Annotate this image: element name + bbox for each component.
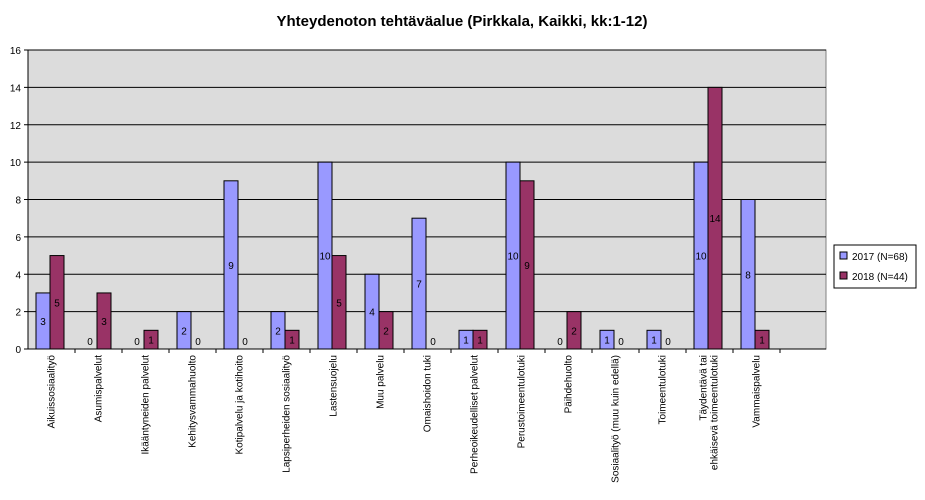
data-label: 2: [181, 326, 187, 337]
data-label: 0: [87, 337, 93, 348]
data-label: 0: [430, 337, 436, 348]
chart-title: Yhteydenoton tehtäväalue (Pirkkala, Kaik…: [277, 13, 648, 30]
y-tick-label: 16: [10, 46, 22, 57]
data-label: 1: [604, 336, 610, 347]
data-label: 10: [507, 252, 519, 263]
data-label: 1: [651, 336, 657, 347]
legend: 2017 (N=68) 2018 (N=44): [833, 244, 917, 289]
data-label: 5: [336, 298, 342, 309]
data-label: 10: [319, 252, 331, 263]
x-tick-label: Sosiaalityö (muu kuin edellä): [611, 355, 622, 483]
data-label: 3: [40, 317, 46, 328]
data-label: 8: [745, 270, 751, 281]
data-label: 2: [383, 326, 389, 337]
x-tick-label: Lapsiperheiden sosiaalityö: [282, 355, 293, 473]
data-label: 0: [665, 337, 671, 348]
data-label: 5: [54, 298, 60, 309]
y-tick-label: 10: [10, 158, 22, 169]
x-tick-label: Vammaispalvelu: [752, 355, 763, 428]
legend-swatch: [839, 271, 848, 280]
x-tick-label: Muu palvelu: [376, 355, 387, 409]
data-label: 10: [695, 252, 707, 263]
x-tick-label: Asumispalvelut: [94, 355, 105, 422]
x-tick-label: Kehitysvammahuolto: [188, 355, 199, 448]
x-tick-label: Ikääntyneiden palvelut: [141, 355, 152, 455]
x-tick-label: Kotipalvelu ja kotihoito: [235, 355, 246, 455]
x-tick-label: Täydentävä taiehkäisevä toimeentulotuki: [699, 355, 721, 470]
x-tick-label: Lastensuojelu: [329, 355, 340, 417]
y-tick-label: 12: [10, 121, 22, 132]
legend-label: 2017 (N=68): [852, 252, 908, 263]
data-label: 4: [369, 308, 375, 319]
x-axis: Aikuissosiaalityö Asumispalvelut Ikääntyne…: [28, 348, 826, 483]
data-label: 2: [275, 326, 281, 337]
data-label: 9: [524, 261, 530, 272]
y-tick-label: 14: [10, 83, 22, 94]
data-label: 0: [195, 337, 201, 348]
x-tick-label: Omaishoidon tuki: [423, 355, 434, 432]
x-tick-label: Perheoikeudelliset palvelut: [470, 355, 481, 474]
data-label: 1: [759, 336, 765, 347]
data-label: 0: [134, 337, 140, 348]
data-label: 7: [416, 280, 422, 291]
data-label: 0: [242, 337, 248, 348]
y-tick-label: 4: [15, 270, 21, 281]
x-tick-label: Perustoimeentulotuki: [517, 355, 528, 448]
data-label: 9: [228, 261, 234, 272]
data-label: 0: [618, 337, 624, 348]
data-label: 1: [289, 336, 295, 347]
data-label: 1: [148, 336, 154, 347]
data-label: 1: [463, 336, 469, 347]
x-tick-label: Aikuissosiaalityö: [47, 355, 58, 429]
y-tick-label: 2: [15, 308, 21, 319]
data-label: 2: [571, 326, 577, 337]
legend-swatch: [839, 251, 848, 260]
data-label: 14: [709, 214, 721, 225]
y-tick-label: 0: [15, 345, 21, 356]
y-axis: 0 2 4 6 8 10 12 14 16: [10, 46, 29, 356]
data-label: 0: [557, 337, 563, 348]
legend-label: 2018 (N=44): [852, 272, 908, 283]
x-tick-label: Päihdehuolto: [564, 355, 575, 414]
legend-box: [833, 244, 917, 289]
y-tick-label: 8: [15, 196, 21, 207]
data-label: 3: [101, 317, 107, 328]
x-tick-label: Toimeentulotuki: [658, 355, 669, 424]
y-tick-label: 6: [15, 233, 21, 244]
data-label: 1: [477, 336, 483, 347]
